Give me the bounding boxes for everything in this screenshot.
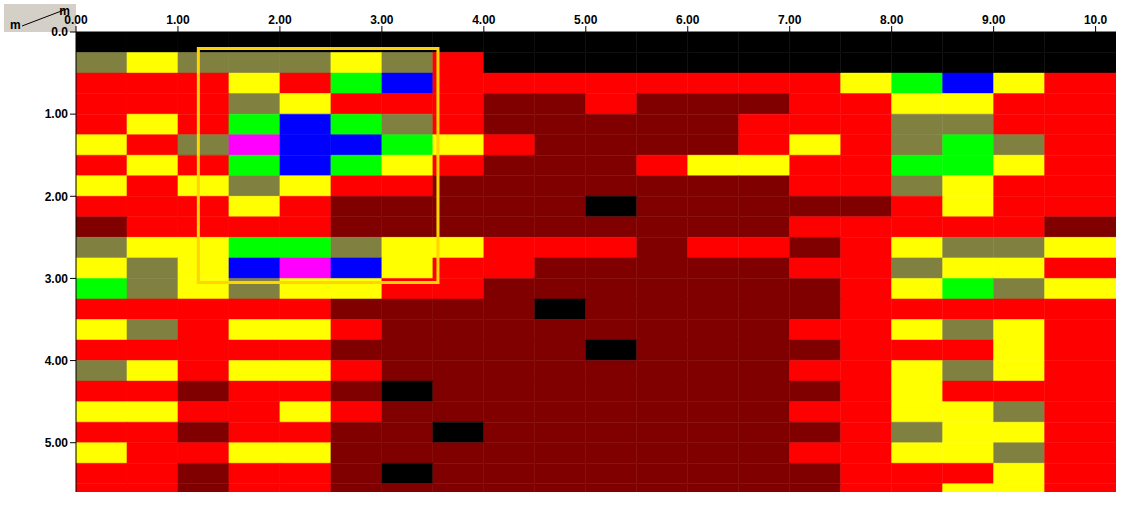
svg-text:7.00: 7.00 xyxy=(778,13,802,27)
svg-text:5.00: 5.00 xyxy=(45,436,69,450)
svg-text:9.00: 9.00 xyxy=(982,13,1006,27)
html-text:m: m xyxy=(10,18,21,32)
svg-text:4.00: 4.00 xyxy=(472,13,496,27)
svg-text:1.00: 1.00 xyxy=(166,13,190,27)
svg-text:10.0: 10.0 xyxy=(1084,13,1108,27)
svg-text:0.0: 0.0 xyxy=(51,25,68,39)
svg-text:5.00: 5.00 xyxy=(574,13,598,27)
html-text:m: m xyxy=(59,4,70,18)
svg-text:2.00: 2.00 xyxy=(268,13,292,27)
svg-text:6.00: 6.00 xyxy=(676,13,700,27)
svg-text:2.00: 2.00 xyxy=(45,190,69,204)
svg-text:4.00: 4.00 xyxy=(45,354,69,368)
svg-text:3.00: 3.00 xyxy=(370,13,394,27)
svg-text:1.00: 1.00 xyxy=(45,107,69,121)
svg-text:8.00: 8.00 xyxy=(880,13,904,27)
svg-text:0.00: 0.00 xyxy=(64,13,88,27)
svg-text:3.00: 3.00 xyxy=(45,272,69,286)
